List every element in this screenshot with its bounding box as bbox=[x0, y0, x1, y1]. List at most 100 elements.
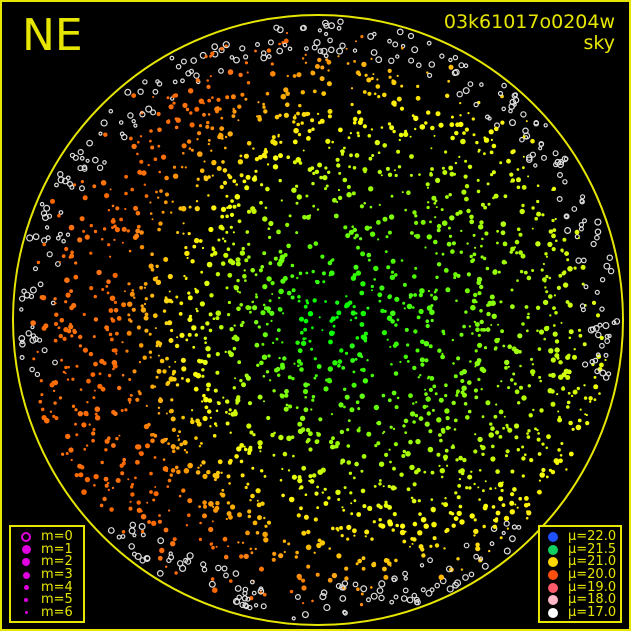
star bbox=[243, 603, 250, 610]
star bbox=[531, 269, 535, 272]
star bbox=[81, 489, 87, 495]
star bbox=[401, 454, 406, 458]
star bbox=[357, 352, 363, 358]
star bbox=[316, 574, 319, 577]
star bbox=[58, 396, 63, 400]
star bbox=[150, 109, 157, 116]
star bbox=[272, 140, 278, 146]
star bbox=[178, 430, 182, 434]
star bbox=[105, 328, 109, 332]
star bbox=[191, 409, 194, 412]
star bbox=[394, 173, 398, 178]
star bbox=[268, 235, 272, 239]
star bbox=[278, 42, 281, 46]
star bbox=[471, 117, 475, 121]
star bbox=[553, 294, 557, 297]
star bbox=[198, 505, 202, 508]
star bbox=[445, 287, 451, 293]
star bbox=[394, 273, 398, 277]
star bbox=[313, 376, 317, 380]
star bbox=[457, 484, 462, 488]
star bbox=[451, 241, 456, 246]
star bbox=[438, 464, 441, 467]
star bbox=[136, 224, 141, 229]
star bbox=[242, 179, 247, 184]
star bbox=[86, 378, 91, 384]
star bbox=[196, 177, 200, 181]
star bbox=[468, 486, 472, 490]
star bbox=[302, 602, 305, 605]
star bbox=[352, 370, 356, 374]
star bbox=[168, 290, 171, 293]
star bbox=[327, 69, 330, 72]
star bbox=[536, 329, 539, 333]
star bbox=[192, 244, 197, 249]
star bbox=[380, 174, 383, 177]
star bbox=[532, 408, 535, 412]
star bbox=[598, 392, 601, 395]
star bbox=[91, 438, 95, 443]
star bbox=[252, 520, 258, 526]
star bbox=[409, 464, 415, 471]
star bbox=[53, 338, 58, 343]
magnitude-symbol-icon bbox=[19, 532, 33, 543]
star bbox=[462, 392, 467, 398]
star bbox=[120, 471, 125, 476]
star bbox=[344, 566, 349, 571]
star bbox=[261, 152, 267, 158]
star bbox=[133, 123, 138, 128]
star bbox=[560, 248, 564, 252]
star bbox=[475, 546, 481, 552]
star bbox=[157, 196, 160, 199]
star bbox=[477, 291, 482, 296]
star bbox=[96, 269, 102, 276]
star bbox=[580, 264, 586, 270]
star bbox=[536, 199, 540, 204]
star bbox=[426, 40, 432, 46]
star bbox=[242, 586, 249, 593]
star bbox=[196, 309, 199, 313]
star bbox=[470, 304, 476, 311]
sky-brightness-legend: μ=22.0 μ=21.5 μ=21.0 μ=20.0 μ=19.0 μ=18.0 μ=17… bbox=[538, 525, 622, 623]
star bbox=[187, 232, 191, 236]
star bbox=[183, 448, 187, 452]
star bbox=[139, 159, 144, 164]
star bbox=[150, 438, 155, 444]
star bbox=[103, 476, 109, 482]
star bbox=[275, 337, 279, 341]
star bbox=[406, 360, 410, 363]
star bbox=[239, 45, 246, 52]
star bbox=[361, 566, 366, 571]
star bbox=[198, 98, 204, 104]
star bbox=[198, 537, 202, 542]
star bbox=[111, 226, 114, 230]
star bbox=[26, 234, 34, 242]
star bbox=[100, 119, 108, 127]
star bbox=[296, 122, 301, 127]
star bbox=[387, 122, 392, 126]
star bbox=[54, 416, 59, 421]
star bbox=[312, 204, 316, 208]
star bbox=[409, 135, 412, 138]
star bbox=[216, 97, 221, 102]
star bbox=[379, 285, 385, 291]
star bbox=[59, 318, 65, 323]
star bbox=[313, 517, 318, 522]
star bbox=[482, 505, 488, 511]
star bbox=[271, 341, 275, 345]
star bbox=[211, 545, 215, 550]
star bbox=[236, 446, 242, 452]
star bbox=[217, 238, 221, 242]
star bbox=[170, 541, 176, 547]
star bbox=[336, 553, 342, 559]
star bbox=[170, 398, 174, 402]
star bbox=[523, 270, 528, 275]
star bbox=[232, 570, 240, 577]
star bbox=[128, 401, 131, 404]
star bbox=[140, 304, 144, 308]
star bbox=[190, 417, 194, 421]
star bbox=[463, 63, 469, 69]
star bbox=[210, 577, 215, 581]
star bbox=[159, 547, 165, 554]
star bbox=[415, 438, 421, 445]
